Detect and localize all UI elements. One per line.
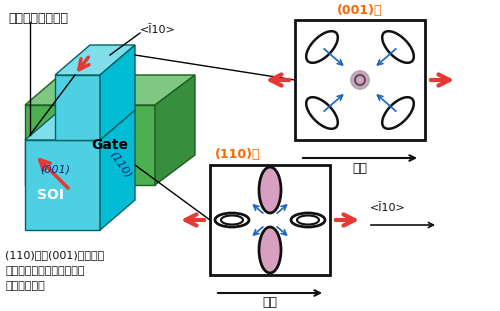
Polygon shape xyxy=(100,45,135,140)
Ellipse shape xyxy=(382,97,414,129)
Ellipse shape xyxy=(355,75,365,85)
Ellipse shape xyxy=(259,167,281,213)
Text: (110)面、(001)面ともに
有効質量の軽いサブバンド
に電子が移動: (110)面、(001)面ともに 有効質量の軽いサブバンド に電子が移動 xyxy=(5,250,104,291)
Ellipse shape xyxy=(259,227,281,273)
Polygon shape xyxy=(100,110,135,230)
Text: (001): (001) xyxy=(40,165,70,175)
Ellipse shape xyxy=(382,31,414,63)
Ellipse shape xyxy=(215,213,249,227)
Ellipse shape xyxy=(306,31,338,63)
Text: SOI: SOI xyxy=(36,188,64,202)
Ellipse shape xyxy=(291,213,325,227)
Text: Gate: Gate xyxy=(92,138,128,152)
Polygon shape xyxy=(55,45,135,75)
Polygon shape xyxy=(25,75,195,105)
Text: 電流: 電流 xyxy=(352,161,368,174)
Ellipse shape xyxy=(306,97,338,129)
Text: <Ĩ10>: <Ĩ10> xyxy=(140,25,176,35)
Text: (110): (110) xyxy=(108,150,132,180)
Text: 電流: 電流 xyxy=(262,296,278,309)
Polygon shape xyxy=(55,75,100,140)
Ellipse shape xyxy=(351,71,369,89)
Polygon shape xyxy=(25,110,135,140)
Ellipse shape xyxy=(221,216,243,225)
Bar xyxy=(295,20,425,140)
Text: (001)面: (001)面 xyxy=(337,3,383,16)
Polygon shape xyxy=(25,140,100,230)
Polygon shape xyxy=(155,75,195,185)
Ellipse shape xyxy=(297,216,319,225)
Polygon shape xyxy=(25,105,155,185)
Text: <Ĩ10>: <Ĩ10> xyxy=(370,203,406,213)
Text: 一軸引張りひずみ: 一軸引張りひずみ xyxy=(8,12,68,25)
Bar xyxy=(210,165,330,275)
Text: (110)面: (110)面 xyxy=(215,148,260,161)
